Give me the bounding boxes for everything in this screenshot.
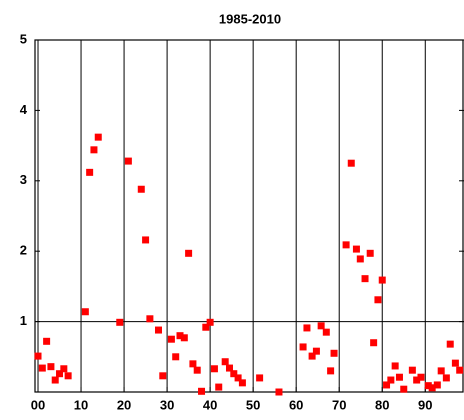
point xyxy=(347,159,355,167)
x-tick-label: 60 xyxy=(289,397,303,412)
point xyxy=(137,185,145,193)
point xyxy=(215,383,223,391)
point xyxy=(94,133,102,141)
point xyxy=(146,315,154,323)
point xyxy=(437,367,445,375)
point xyxy=(413,376,421,384)
point xyxy=(198,387,206,395)
point xyxy=(433,381,441,389)
point xyxy=(361,275,369,283)
point xyxy=(225,364,233,372)
point xyxy=(124,157,132,165)
point xyxy=(159,372,167,380)
point xyxy=(308,352,316,360)
point xyxy=(400,385,408,393)
point xyxy=(206,318,214,326)
point xyxy=(167,335,175,343)
x-tick-label: 50 xyxy=(246,397,260,412)
point xyxy=(193,366,201,374)
point xyxy=(230,370,238,378)
point xyxy=(234,374,242,382)
point xyxy=(378,276,386,284)
point xyxy=(424,382,432,390)
point xyxy=(456,366,464,374)
point xyxy=(180,334,188,342)
point xyxy=(322,328,330,336)
point xyxy=(47,363,55,371)
point xyxy=(370,339,378,347)
x-tick-label: 20 xyxy=(117,397,131,412)
point xyxy=(238,379,246,387)
point xyxy=(317,322,325,330)
point xyxy=(81,308,89,316)
point xyxy=(383,381,391,389)
point xyxy=(299,343,307,351)
x-tick-label: 80 xyxy=(375,397,389,412)
point xyxy=(366,249,374,257)
point xyxy=(327,367,335,375)
point xyxy=(34,352,42,360)
point xyxy=(154,326,162,334)
point xyxy=(275,388,283,396)
chart-title: 1985-2010 xyxy=(219,11,281,26)
x-tick-label: 30 xyxy=(160,397,174,412)
point xyxy=(64,372,72,380)
point xyxy=(391,362,399,370)
point xyxy=(352,245,360,253)
point xyxy=(51,376,59,384)
point xyxy=(408,366,416,374)
point xyxy=(303,324,311,332)
point xyxy=(56,370,64,378)
y-tick-label: 2 xyxy=(20,243,27,258)
x-tick-label: 10 xyxy=(74,397,88,412)
point xyxy=(60,365,68,373)
point xyxy=(86,168,94,176)
x-tick-label: 00 xyxy=(31,397,45,412)
point xyxy=(256,374,264,382)
point xyxy=(176,332,184,340)
point xyxy=(116,318,124,326)
point xyxy=(356,255,364,263)
point xyxy=(172,353,180,361)
y-tick-label: 5 xyxy=(20,31,27,46)
point xyxy=(38,364,46,372)
point xyxy=(221,358,229,366)
point xyxy=(185,249,193,257)
point xyxy=(451,359,459,367)
point xyxy=(330,349,338,357)
point xyxy=(312,347,320,355)
point xyxy=(189,360,197,368)
point xyxy=(43,337,51,345)
point xyxy=(210,365,218,373)
point xyxy=(395,373,403,381)
point xyxy=(387,376,395,384)
plot-frame xyxy=(34,39,464,393)
x-tick-label: 90 xyxy=(418,397,432,412)
point xyxy=(90,146,98,154)
point xyxy=(142,236,150,244)
point xyxy=(202,323,210,331)
point xyxy=(442,374,450,382)
point xyxy=(342,241,350,249)
y-tick-label: 1 xyxy=(20,313,27,328)
point xyxy=(428,384,436,392)
point xyxy=(446,340,454,348)
x-tick-label: 70 xyxy=(332,397,346,412)
point xyxy=(417,373,425,381)
point xyxy=(374,296,382,304)
y-tick-label: 4 xyxy=(20,102,28,117)
y-tick-label: 3 xyxy=(20,172,27,187)
x-tick-label: 40 xyxy=(203,397,217,412)
